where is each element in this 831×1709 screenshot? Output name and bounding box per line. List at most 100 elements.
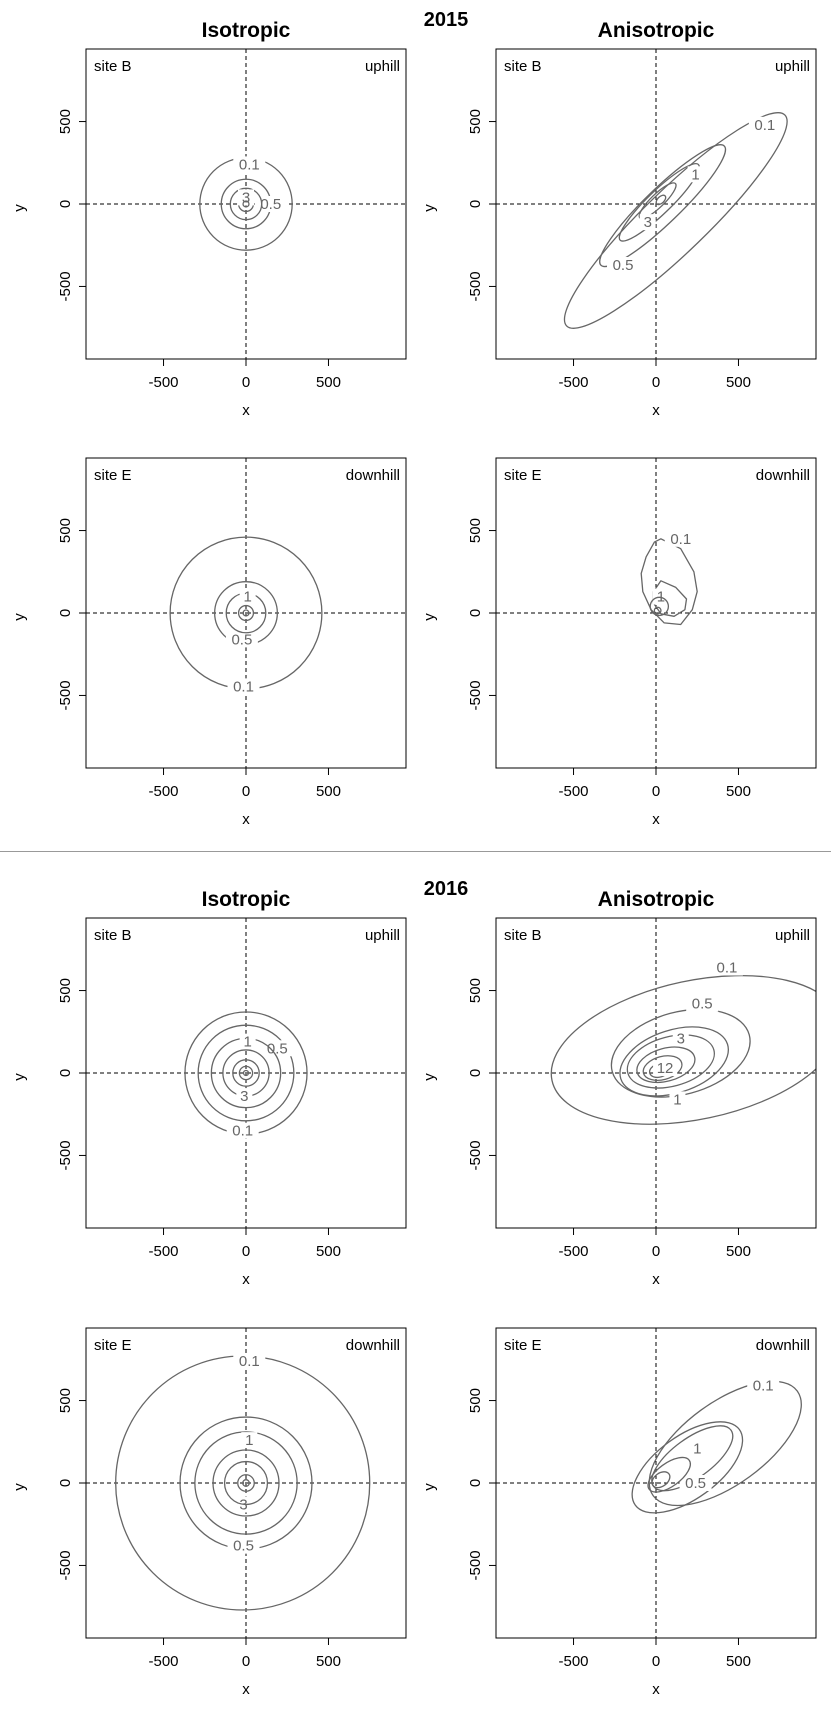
contour-label-background <box>238 189 254 206</box>
contour-line <box>238 1065 254 1081</box>
y-tick-label: 0 <box>57 1069 74 1077</box>
x-tick-label: 0 <box>242 1653 250 1670</box>
contour-label-background <box>672 1030 689 1047</box>
x-tick-label: 500 <box>316 783 341 800</box>
y-tick-label: 500 <box>467 978 484 1003</box>
contour-label-background <box>747 1377 780 1394</box>
site-label: site E <box>94 1337 132 1354</box>
y-tick-label: -500 <box>467 271 484 301</box>
y-axis-label: y <box>11 1073 28 1081</box>
contour-group: 0.1 0.5 1 312 <box>496 918 816 1228</box>
year-2015-label: 2015 <box>424 9 469 31</box>
y-tick-label: -500 <box>57 1140 74 1170</box>
contour-line <box>636 1046 696 1084</box>
y-tick-label: 500 <box>57 518 74 543</box>
contour-line <box>648 1380 802 1507</box>
contour-level-label: 0.1 <box>239 1353 260 1370</box>
y-axis-label: y <box>421 613 438 621</box>
y-tick-label: 500 <box>57 109 74 134</box>
contour-label-background <box>686 995 719 1012</box>
direction-label: downhill <box>346 1337 400 1354</box>
x-axis-label: x <box>242 1271 250 1288</box>
y-axis-label: y <box>421 1073 438 1081</box>
contour-label-background <box>679 1475 712 1491</box>
x-axis-label: x <box>652 1681 660 1698</box>
contour-line <box>618 162 700 242</box>
contour-label-background <box>669 1091 686 1108</box>
contour-line <box>232 1059 260 1087</box>
contour-label-background <box>233 1352 266 1369</box>
y-tick-label: -500 <box>467 1550 484 1580</box>
contour-line <box>647 1456 691 1493</box>
contour-line <box>212 1449 280 1517</box>
y-tick-label: -500 <box>57 271 74 301</box>
panel-8: 0.1 1 0.5 site E downhill -500 0 500 -500 0 500 x y <box>421 1327 817 1698</box>
contour-line <box>653 606 662 615</box>
y-tick-label: 0 <box>467 1069 484 1077</box>
column-title: Isotropic <box>202 19 291 42</box>
contour-line <box>649 596 670 617</box>
contour-level-label: 0.1 <box>754 117 775 134</box>
site-label: site E <box>504 1337 542 1354</box>
contour-label-background <box>664 530 697 547</box>
y-tick-label: 500 <box>467 1388 484 1413</box>
contour-level-label: 0.1 <box>239 156 260 173</box>
contour-line <box>626 1034 715 1089</box>
contour-level-label: 1 <box>673 1091 681 1108</box>
contour-level-label: 1 <box>243 1034 251 1051</box>
panel-5: Isotropic 0.1 0.5 1 3 site B uphill -500 0 500 -50… <box>11 888 407 1288</box>
panel-3: 0.1 0.5 1 site E downhill -500 0 500 -500 0 500 x y <box>11 457 407 828</box>
contour-level-label: 0.5 <box>267 1040 288 1057</box>
direction-label: downhill <box>756 467 810 484</box>
contour-line <box>610 1008 751 1098</box>
contour-line <box>631 1421 744 1514</box>
panel-6: Anisotropic 0.1 0.5 1 312 site B uphill -500 0 50… <box>421 888 817 1288</box>
x-axis-label: x <box>242 1681 250 1698</box>
contour-line <box>242 1069 250 1077</box>
column-title: Anisotropic <box>598 888 715 911</box>
contour-label-background <box>687 166 704 183</box>
column-title: Anisotropic <box>598 19 715 42</box>
y-axis-label: y <box>11 1483 28 1491</box>
contour-group: 0.1 1 0.5 <box>496 1328 816 1638</box>
y-axis-label: y <box>421 1483 438 1491</box>
contour-line <box>237 1474 255 1492</box>
direction-label: uphill <box>775 58 810 75</box>
contour-level-label: 3 <box>242 189 250 206</box>
contour-line <box>642 1055 683 1081</box>
contour-level-label: 3 <box>240 1088 248 1105</box>
x-tick-label: 500 <box>316 374 341 391</box>
contour-label-background <box>233 156 266 173</box>
contour-label-background <box>639 214 656 231</box>
contour-line <box>242 200 250 208</box>
y-tick-label: 500 <box>57 1388 74 1413</box>
x-tick-label: 0 <box>242 374 250 391</box>
x-tick-label: 0 <box>652 783 660 800</box>
y-tick-label: 500 <box>467 518 484 543</box>
contour-label-background <box>239 1033 256 1050</box>
contour-level-label: 0.5 <box>231 631 252 648</box>
direction-label: downhill <box>756 1337 810 1354</box>
contour-level-label: 0.1 <box>233 678 254 695</box>
contour-group: 0.10.513 <box>86 1328 406 1638</box>
contour-group: 0.1 0.5 1 <box>86 458 406 768</box>
x-tick-label: 500 <box>726 1243 751 1260</box>
contour-line <box>599 144 727 268</box>
contour-line <box>223 1460 269 1506</box>
y-tick-label: 500 <box>57 978 74 1003</box>
y-tick-label: 0 <box>467 609 484 617</box>
x-tick-label: -500 <box>559 1653 589 1670</box>
contour-level-label: 0.5 <box>260 196 281 213</box>
x-tick-label: 0 <box>652 374 660 391</box>
contour-line <box>242 609 250 617</box>
y-tick-label: -500 <box>467 1140 484 1170</box>
contour-level-label: 0.5 <box>613 257 634 274</box>
year-2016-label: 2016 <box>424 878 469 900</box>
x-tick-label: 500 <box>316 1243 341 1260</box>
contour-label-background <box>710 959 743 976</box>
x-axis-label: x <box>652 402 660 419</box>
y-tick-label: 0 <box>467 200 484 208</box>
site-label: site B <box>504 58 542 75</box>
